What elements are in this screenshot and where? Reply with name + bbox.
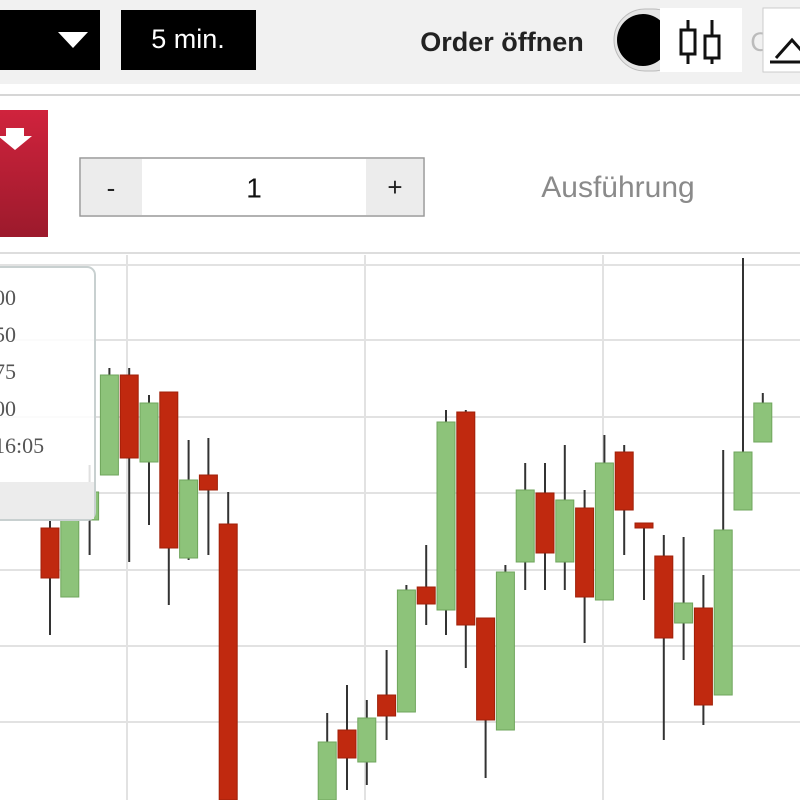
- candle-body: [357, 717, 377, 763]
- plus-button[interactable]: [366, 159, 423, 215]
- candle-body: [40, 527, 60, 579]
- interval-button[interactable]: [121, 10, 256, 70]
- candle-body: [693, 607, 713, 706]
- candle-body: [139, 402, 159, 463]
- tooltip-footer: [0, 482, 94, 519]
- tooltip-line: 16:05: [0, 433, 44, 458]
- candle-body: [753, 402, 773, 443]
- candle-body: [317, 741, 337, 800]
- candle-body: [377, 694, 397, 717]
- candle-body: [436, 421, 456, 611]
- mountain-icon: [774, 37, 800, 59]
- minus-button[interactable]: [81, 159, 142, 215]
- candle-body: [476, 617, 496, 721]
- candle-body: [396, 589, 416, 713]
- candle-body: [654, 555, 674, 639]
- candle-body: [614, 451, 634, 511]
- candle-body: [555, 499, 575, 563]
- sell-arrow: [0, 128, 32, 150]
- candle-body: [713, 529, 733, 696]
- candle-body: [60, 519, 80, 598]
- minus-label: -: [107, 173, 116, 203]
- candle-body: [515, 489, 535, 563]
- execution-label: Ausführung: [541, 171, 694, 204]
- tooltip-line: 00: [0, 396, 16, 421]
- interval-label: 5 min.: [151, 24, 225, 54]
- candle-icon: [679, 20, 721, 64]
- dropdown[interactable]: [0, 10, 100, 70]
- candle-body: [674, 602, 694, 624]
- candle-body: [159, 391, 179, 549]
- tooltip-line: 75: [0, 359, 16, 384]
- candles: [40, 258, 773, 800]
- plus-label: +: [387, 172, 402, 202]
- candle-icon-button[interactable]: [660, 8, 742, 72]
- candle-body: [733, 451, 753, 511]
- quantity[interactable]: 1: [246, 172, 262, 203]
- candle-body: [218, 523, 238, 800]
- tooltip-line: 00: [0, 285, 16, 310]
- dropdown-arrow: [58, 32, 88, 48]
- tooltip: [0, 266, 96, 521]
- candle-body: [594, 462, 614, 601]
- candle-body: [535, 492, 555, 554]
- candle-body: [198, 474, 218, 491]
- candle-body: [99, 374, 119, 476]
- candle-body: [634, 522, 654, 529]
- tooltip-line: 50: [0, 322, 16, 347]
- candle-body: [119, 374, 139, 459]
- candle-body: [575, 507, 595, 598]
- candle-body: [337, 729, 357, 759]
- tooltip-lines: 00 50 75 00 16:05: [0, 285, 44, 458]
- candle-body: [495, 571, 515, 731]
- chart-grid: [0, 255, 800, 800]
- candle-body: [456, 411, 476, 626]
- candle-body: [179, 479, 199, 559]
- candle-body: [416, 586, 436, 605]
- toggle-knob: [617, 14, 669, 66]
- order-label: Order öffnen: [420, 27, 584, 57]
